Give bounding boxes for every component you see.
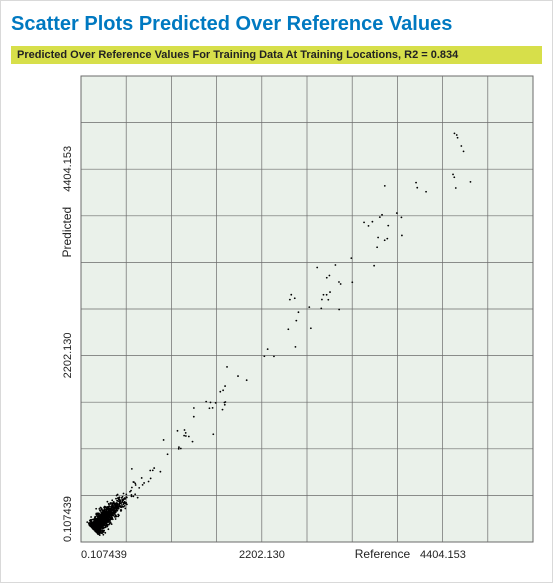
svg-text:4404.153: 4404.153 <box>420 549 466 561</box>
svg-text:2202.130: 2202.130 <box>239 549 285 561</box>
chart-banner: Predicted Over Reference Values For Trai… <box>11 46 542 64</box>
svg-text:0.107439: 0.107439 <box>81 549 127 561</box>
svg-text:Predicted: Predicted <box>60 207 74 258</box>
svg-text:0.107439: 0.107439 <box>62 496 74 542</box>
svg-text:4404.153: 4404.153 <box>62 146 74 192</box>
figure-title: Scatter Plots Predicted Over Reference V… <box>11 13 542 36</box>
svg-text:Reference: Reference <box>355 547 411 561</box>
svg-text:2202.130: 2202.130 <box>62 332 74 378</box>
figure-container: Scatter Plots Predicted Over Reference V… <box>0 0 553 583</box>
scatter-chart: 0.107439 2202.130 4404.153 Reference 0.10743… <box>11 70 541 580</box>
